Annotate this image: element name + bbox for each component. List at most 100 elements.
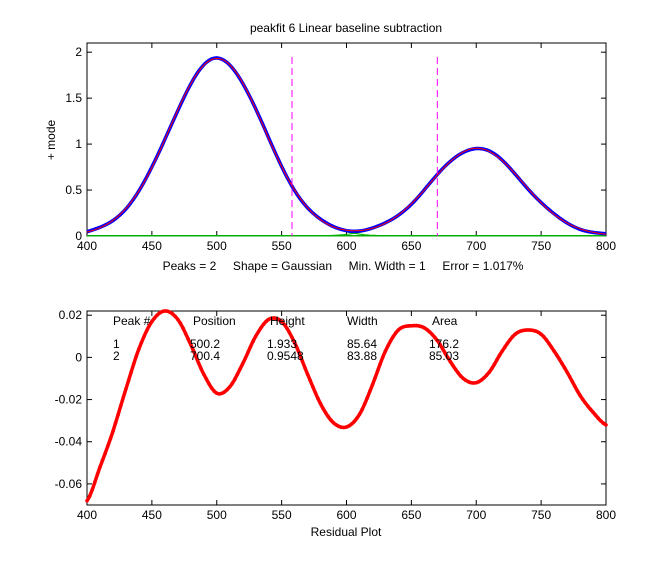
residual-point	[238, 367, 242, 371]
residual-x-tick-label: 400	[77, 508, 97, 522]
residual-point	[189, 342, 193, 347]
residual-point	[150, 319, 154, 324]
residual-point	[308, 378, 313, 383]
residual-point	[601, 421, 606, 426]
residual-point	[246, 350, 250, 355]
residual-point	[305, 372, 310, 377]
residual-point	[282, 322, 287, 327]
top-x-tick-label: 550	[272, 239, 292, 253]
residual-point	[235, 372, 240, 376]
residual-point	[461, 376, 466, 381]
residual-point	[547, 341, 551, 346]
residual-point	[503, 345, 507, 350]
residual-point	[170, 312, 175, 316]
residual-point	[277, 317, 281, 322]
residual-point	[290, 335, 294, 340]
table-cell: 0.9548	[267, 349, 304, 363]
residual-point	[500, 349, 505, 353]
residual-point	[191, 348, 196, 353]
residual-point	[583, 401, 587, 405]
top-y-tick-label: 1.5	[65, 91, 82, 105]
residual-point	[186, 337, 190, 341]
residual-point	[383, 349, 388, 353]
residual-point	[477, 379, 481, 384]
fit-line	[86, 57, 607, 235]
residual-point	[425, 327, 429, 332]
residual-point	[557, 357, 562, 361]
residual-plot-area	[85, 309, 608, 506]
top-x-tick-label: 650	[401, 239, 421, 253]
table-cell: 500.2	[190, 337, 220, 351]
residual-point	[261, 322, 266, 327]
residual-point	[451, 363, 455, 368]
residual-point	[329, 418, 333, 422]
residual-point	[573, 384, 577, 389]
top-x-tick-label: 800	[596, 239, 616, 253]
residual-point	[240, 361, 245, 366]
residual-point	[331, 421, 336, 425]
table-cell: 1.933	[267, 337, 297, 351]
residual-point	[368, 389, 372, 394]
residual-point	[505, 341, 510, 346]
residual-point	[103, 451, 107, 456]
residual-point	[209, 386, 214, 390]
residual-point	[497, 353, 502, 358]
residual-point	[207, 382, 211, 386]
residual-point	[251, 339, 255, 344]
residual-point	[126, 378, 131, 383]
residual-point	[394, 331, 398, 335]
residual-point	[334, 423, 338, 427]
residual-point	[362, 402, 367, 406]
residual-point	[321, 406, 325, 411]
top-y-tick-label: 1	[75, 137, 82, 151]
residual-x-tick-label: 800	[596, 508, 616, 522]
residual-point	[204, 377, 209, 381]
residual-point	[495, 357, 499, 362]
residual-point	[599, 419, 603, 423]
residual-point	[196, 361, 201, 365]
residual-point	[311, 384, 315, 389]
residual-point	[183, 331, 188, 336]
residual-point	[490, 366, 494, 371]
table-cell: 83.88	[347, 349, 377, 363]
top-x-tick-label: 600	[336, 239, 356, 253]
residual-point	[378, 362, 383, 366]
residual-point	[469, 380, 473, 385]
residual-point	[85, 499, 89, 503]
residual-chart: Peak # Position Height Width Area 1 500.2 1.933…	[55, 308, 617, 539]
residual-point	[443, 351, 447, 355]
residual-point	[373, 376, 377, 380]
residual-point	[365, 395, 370, 400]
residual-point	[199, 367, 203, 371]
table-header-cell: Position	[193, 314, 236, 328]
top-y-tick-label: 0.5	[65, 183, 82, 197]
residual-point	[479, 378, 484, 382]
residual-point	[316, 396, 320, 401]
residual-point	[381, 355, 385, 359]
residual-point	[129, 370, 133, 375]
residual-point	[168, 310, 172, 315]
residual-point	[375, 369, 380, 373]
residual-point	[134, 354, 139, 358]
residual-point	[448, 359, 453, 364]
top-plot-frame	[86, 42, 607, 237]
residual-point	[438, 342, 442, 347]
residual-point	[430, 332, 434, 337]
residual-point	[116, 412, 120, 417]
residual-point	[212, 389, 216, 394]
residual-point	[108, 437, 113, 441]
residual-point	[440, 346, 445, 351]
top-x-tick-labels: 400 450 500 550 600 650 700 750 800	[77, 239, 616, 253]
top-x-tick-label: 450	[142, 239, 162, 253]
residual-point	[388, 339, 393, 343]
residual-point	[396, 328, 401, 332]
top-y-tick-label: 0	[75, 229, 82, 243]
residual-point	[225, 387, 229, 392]
residual-y-tick-label: 0.02	[59, 308, 83, 322]
table-cell: 1	[113, 337, 120, 351]
residual-point	[360, 407, 364, 412]
table-cell: 2	[113, 349, 120, 363]
residual-point	[87, 494, 92, 499]
residual-point	[570, 379, 575, 384]
